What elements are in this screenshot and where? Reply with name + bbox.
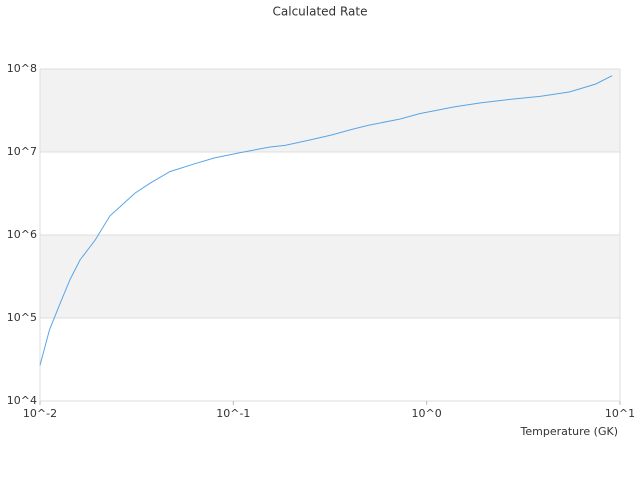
x-axis-label: Temperature (GK) [520, 425, 619, 438]
x-tick-label: 10^-1 [216, 407, 250, 420]
grid-band [40, 69, 620, 152]
y-tick-label: 10^6 [7, 228, 37, 241]
x-tick-label: 10^1 [605, 407, 635, 420]
data-line [39, 75, 613, 366]
y-tick-label: 10^7 [7, 145, 37, 158]
y-tick-label: 10^8 [7, 62, 37, 75]
y-tick-label: 10^5 [7, 311, 37, 324]
x-tick-label: 10^-2 [23, 407, 57, 420]
x-tick-label: 10^0 [412, 407, 442, 420]
chart-title: Calculated Rate [273, 5, 368, 19]
y-tick-label: 10^4 [7, 394, 37, 407]
grid-band [40, 235, 620, 318]
